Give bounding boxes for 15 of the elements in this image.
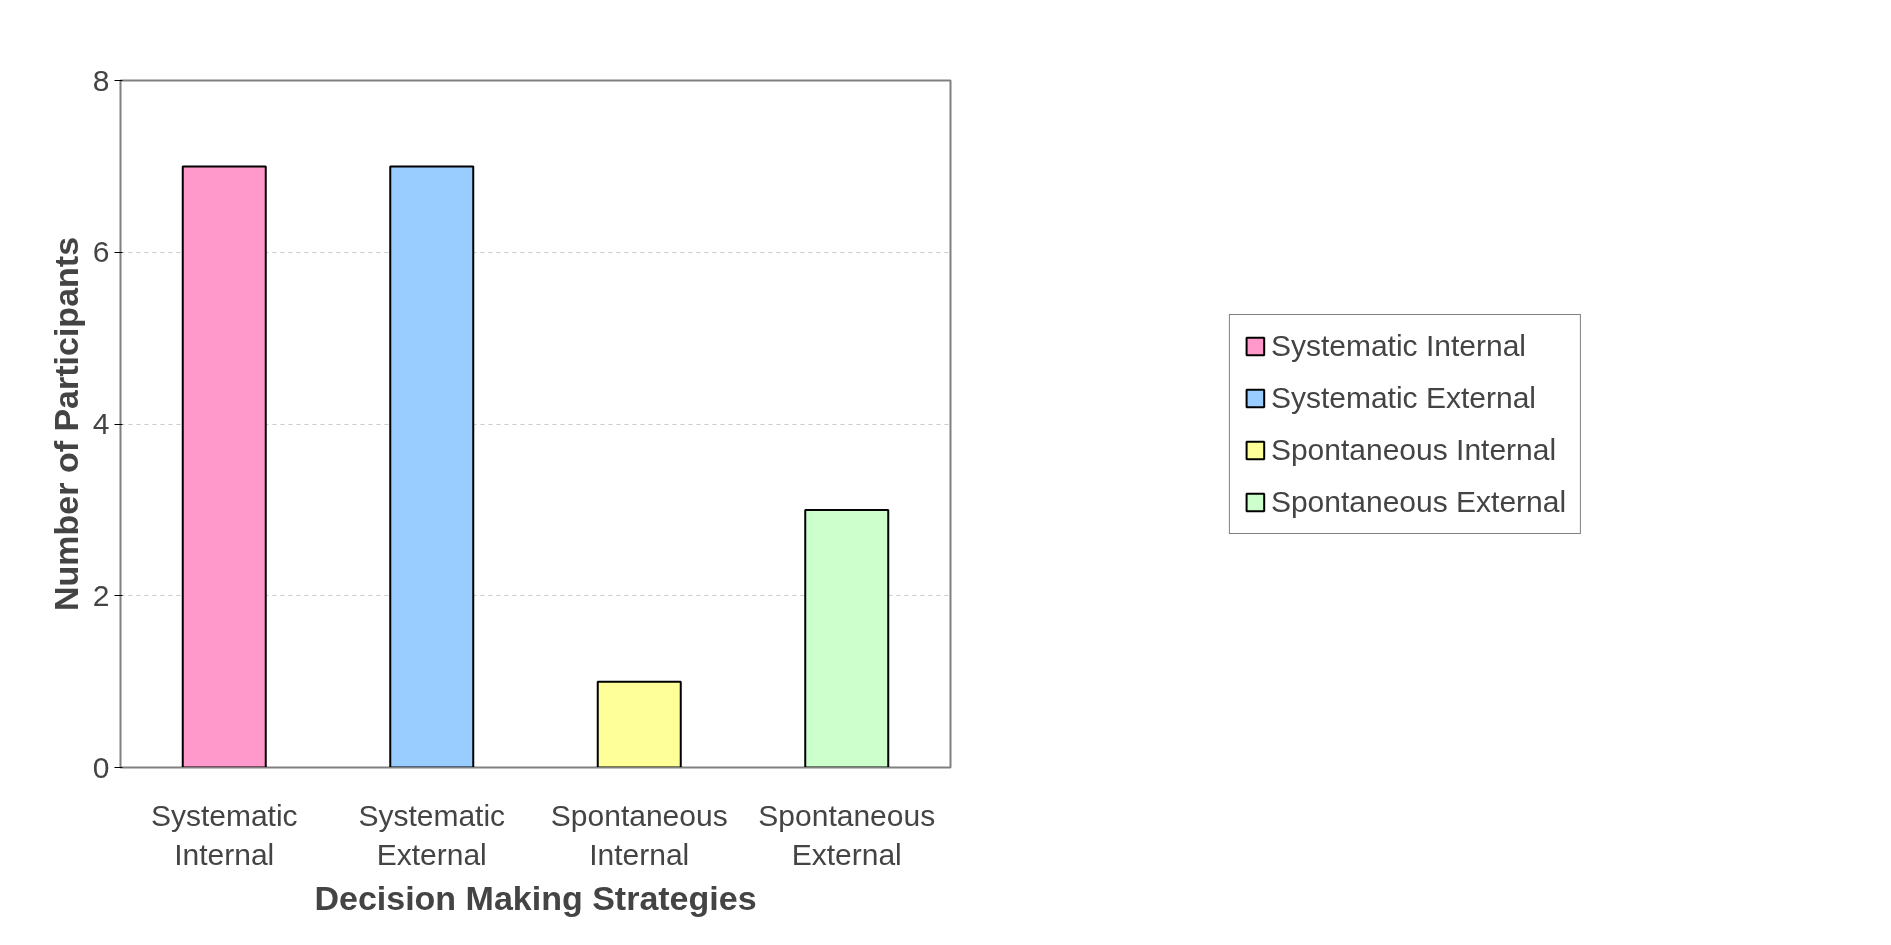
legend-label: Spontaneous External [1270,484,1567,519]
y-tick-label: 0 [92,750,110,784]
legend-label: Spontaneous Internal [1270,432,1557,467]
legend-label: Systematic External [1270,380,1536,415]
y-tick-label: 6 [92,235,110,269]
y-tick-label: 2 [92,578,110,612]
x-axis-title: Decision Making Strategies [314,879,757,918]
y-tick-label: 4 [92,407,110,440]
x-tick-label: Spontaneous Internal [550,798,728,872]
y-tick-label: 8 [92,63,110,97]
x-tick-label: Systematic External [358,798,506,872]
legend-label: Systematic Internal [1270,328,1526,363]
y-axis-title: Number of Participants [46,236,85,612]
x-tick-label: Systematic Internal [150,798,298,872]
x-tick-label: Spontaneous External [758,798,936,872]
